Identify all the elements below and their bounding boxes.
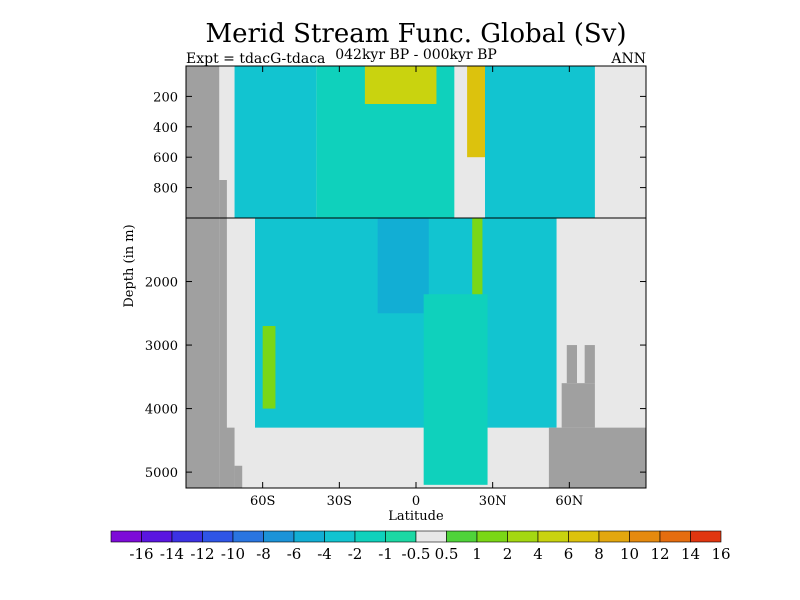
x-tick-label: 60N <box>555 494 583 509</box>
colorbar-label: -14 <box>160 545 184 563</box>
colorbar-swatch <box>629 530 661 543</box>
topography-block <box>566 345 577 384</box>
colorbar-swatch <box>598 530 630 543</box>
colorbar-swatch <box>263 530 295 543</box>
colorbar-swatch <box>568 530 600 543</box>
colorbar-label: 2 <box>503 545 513 563</box>
y-tick-label: 5000 <box>145 466 178 481</box>
chart-subtitle-left: Expt = tdacG-tdaca <box>186 51 325 67</box>
y-tick-label: 400 <box>153 121 178 136</box>
y-tick-label: 3000 <box>145 339 178 354</box>
colorbar-swatch <box>537 530 569 543</box>
y-tick-label: 2000 <box>145 276 178 291</box>
colorbar-swatch <box>324 530 356 543</box>
y-tick-label: 4000 <box>145 403 178 418</box>
colorbar-label: -12 <box>190 545 214 563</box>
x-axis-ticks: 60S 30S 0 30N 60N <box>250 66 583 509</box>
y-tick-label: 800 <box>153 182 178 197</box>
colorbar-label: -10 <box>221 545 245 563</box>
colorbar-label: 0.5 <box>435 545 459 563</box>
colorbar-swatch <box>415 530 447 543</box>
field-region <box>377 218 429 314</box>
plot-area: 60S 30S 0 30N 60N 200 400 600 800 2000 3000 4000 50… <box>145 65 647 509</box>
colorbar-label: 4 <box>533 545 543 563</box>
field-regions <box>234 66 595 485</box>
topography <box>186 66 646 488</box>
y-axis-ticks: 200 400 600 800 2000 3000 4000 5000 <box>145 90 646 481</box>
colorbar-label: 14 <box>681 545 700 563</box>
topography-block <box>234 465 243 488</box>
field-region <box>472 218 483 326</box>
colorbar-label: 1 <box>472 545 482 563</box>
colorbar-label: -16 <box>129 545 153 563</box>
colorbar-label: 6 <box>564 545 574 563</box>
topography-block <box>584 345 595 384</box>
colorbar-label: -8 <box>256 545 271 563</box>
x-tick-label: 60S <box>250 494 275 509</box>
colorbar-swatch <box>690 530 722 543</box>
colorbar-swatch <box>385 530 417 543</box>
colorbar-swatch <box>507 530 539 543</box>
colorbar-swatch <box>446 530 478 543</box>
colorbar-label: -1 <box>378 545 393 563</box>
y-tick-label: 200 <box>153 90 178 105</box>
colorbar-label: 16 <box>711 545 730 563</box>
topography-block <box>186 66 220 488</box>
x-tick-label: 30N <box>479 494 507 509</box>
x-tick-label: 30S <box>327 494 352 509</box>
colorbar-label: 8 <box>594 545 604 563</box>
colorbar-swatch <box>202 530 234 543</box>
colorbar-swatch <box>232 530 264 543</box>
colorbar-label: -4 <box>317 545 332 563</box>
colorbar-swatch <box>110 530 142 543</box>
field-region <box>234 66 317 218</box>
x-tick-label: 0 <box>412 494 420 509</box>
y-axis-label: Depth (in m) <box>122 224 137 307</box>
field-region <box>262 326 276 409</box>
topography-block <box>219 180 227 488</box>
colorbar-label: -6 <box>287 545 302 563</box>
topography-block <box>548 427 646 488</box>
colorbar-label: -0.5 <box>402 545 431 563</box>
y-tick-label: 600 <box>153 151 178 166</box>
colorbar-label: -2 <box>348 545 363 563</box>
colorbar-swatch <box>476 530 508 543</box>
colorbar-swatch <box>141 530 173 543</box>
field-region <box>423 294 488 485</box>
x-axis-label: Latitude <box>388 509 444 524</box>
field-region <box>485 66 595 218</box>
chart-subtitle-right: ANN <box>610 51 646 67</box>
colorbar-swatch <box>354 530 386 543</box>
colorbar-swatch <box>659 530 691 543</box>
topography-block <box>561 383 595 428</box>
colorbar-label: 12 <box>650 545 669 563</box>
chart-title: Merid Stream Func. Global (Sv) <box>205 19 626 49</box>
field-region <box>364 66 437 104</box>
topography-block <box>224 427 235 488</box>
chart-subtitle-center: 042kyr BP - 000kyr BP <box>335 47 497 63</box>
colorbar-label: 10 <box>620 545 639 563</box>
colorbar: -16 -14 -12 -10 -8 -6 -4 -2 -1 -0.5 0.5 1 2 4 6 8 10 12 14… <box>110 530 731 563</box>
field-region <box>467 66 485 158</box>
colorbar-swatch <box>171 530 203 543</box>
colorbar-swatch <box>293 530 325 543</box>
